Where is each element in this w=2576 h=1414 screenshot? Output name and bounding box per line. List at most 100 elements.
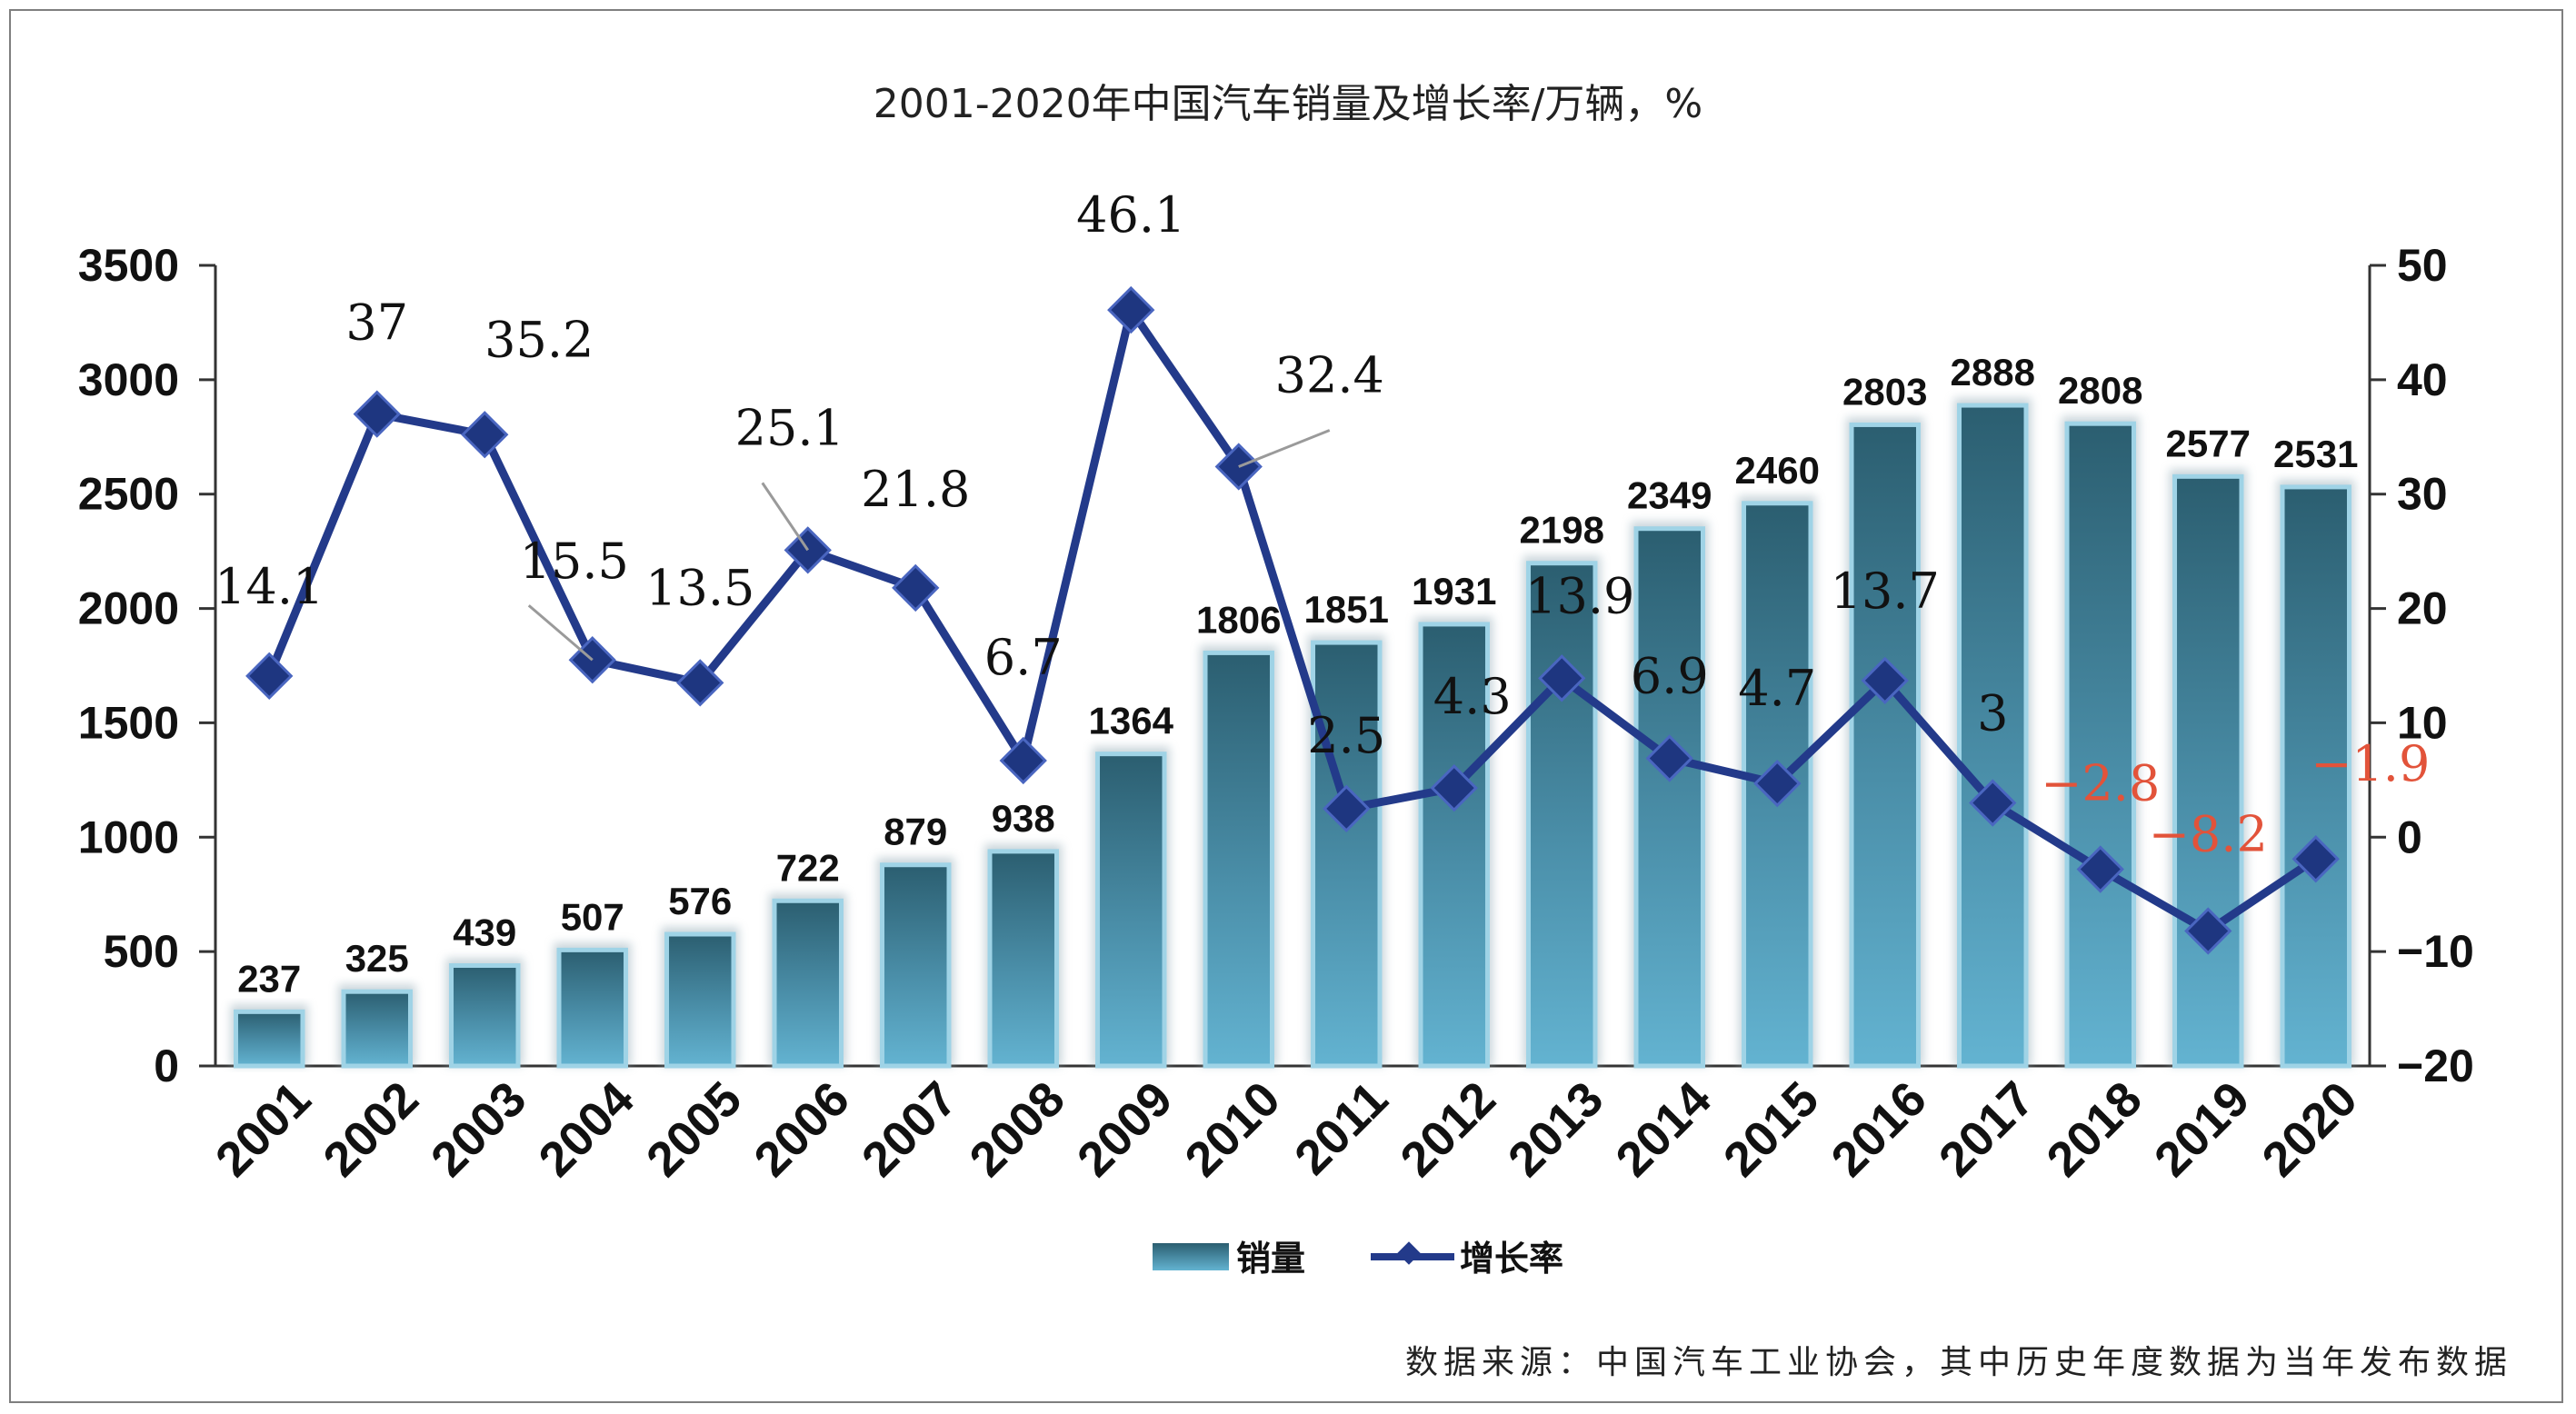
growth-value-label: 13.5 — [645, 559, 754, 616]
y-right-tick-label: 40 — [2397, 354, 2448, 405]
growth-point — [892, 563, 940, 612]
legend: 销量 增长率 — [1153, 1239, 1563, 1279]
x-tick-label: 2018 — [2036, 1071, 2152, 1187]
growth-value-label: 32.4 — [1275, 347, 1384, 404]
growth-value-label: −8.2 — [2149, 805, 2268, 862]
x-tick-label: 2015 — [1713, 1071, 1829, 1187]
x-tick-label: 2005 — [636, 1071, 752, 1187]
growth-value-label: 13.9 — [1525, 567, 1634, 624]
x-tick-label: 2017 — [1929, 1071, 2044, 1187]
y-right-tick-label: 10 — [2397, 697, 2448, 748]
y-left-tick-label: 3000 — [78, 354, 179, 405]
x-tick-label: 2003 — [421, 1071, 536, 1187]
bar — [1311, 640, 1383, 1069]
bar — [1418, 622, 1490, 1069]
bar — [664, 931, 736, 1069]
bar — [1849, 422, 1921, 1069]
x-tick-label: 2004 — [528, 1071, 644, 1187]
x-tick-label: 2007 — [852, 1071, 967, 1187]
x-tick-label: 2013 — [1498, 1071, 1613, 1187]
bar-value-label: 1364 — [1089, 700, 1174, 742]
bar — [449, 962, 521, 1069]
x-tick-label: 2008 — [959, 1071, 1074, 1187]
growth-value-label: 14.1 — [215, 558, 324, 615]
bar — [1633, 526, 1705, 1069]
bar-value-label: 507 — [561, 895, 624, 938]
growth-point — [1107, 285, 1155, 334]
growth-value-label: 4.3 — [1433, 668, 1512, 725]
y-left-tick-label: 1500 — [78, 697, 179, 748]
growth-value-label: 2.5 — [1307, 707, 1385, 764]
line-labels-group: 14.1 37 35.2 15.5 13.5 25.1 21.8 6.7 46.1 32.4 2.5… — [215, 186, 2430, 862]
y-left-tick-label: 1000 — [78, 812, 179, 862]
bar-value-label: 2577 — [2166, 422, 2251, 464]
bar — [1957, 403, 2029, 1069]
growth-value-label: −1.9 — [2311, 735, 2430, 792]
bar-value-label: 439 — [453, 911, 516, 953]
growth-point — [1753, 759, 1802, 808]
label-leader-line — [527, 604, 594, 662]
x-tick-label: 2006 — [744, 1071, 859, 1187]
y-right-tick-label: −10 — [2397, 926, 2474, 977]
line-group — [245, 285, 2340, 955]
growth-point — [999, 736, 1047, 785]
y-left-tick-label: 500 — [104, 926, 179, 977]
bar-value-label: 2803 — [1842, 370, 1927, 413]
bar-value-label: 879 — [884, 811, 947, 853]
growth-point — [245, 652, 294, 700]
bar — [880, 862, 952, 1069]
growth-value-label: 6.9 — [1631, 647, 1709, 704]
y-left-tick-label: 2500 — [78, 469, 179, 520]
bar-value-label: 2198 — [1520, 509, 1604, 552]
bars-group — [230, 398, 2355, 1069]
x-tick-label: 2012 — [1390, 1071, 1505, 1187]
source-note: 数据来源：中国汽车工业协会，其中历史年度数据为当年发布数据 — [1404, 1344, 2512, 1381]
bar-value-label: 1931 — [1412, 570, 1496, 612]
growth-value-label: 21.8 — [861, 461, 970, 518]
bar-value-label: 2349 — [1627, 474, 1712, 517]
growth-point — [1538, 654, 1586, 702]
growth-point — [2291, 835, 2340, 883]
x-tick-label: 2014 — [1605, 1071, 1721, 1187]
legend-label-line: 增长率 — [1460, 1239, 1563, 1279]
growth-point — [461, 411, 509, 459]
x-tick-label: 2019 — [2144, 1071, 2260, 1187]
y-left-tick-label: 3500 — [78, 240, 179, 291]
x-tick-label: 2016 — [1821, 1071, 1936, 1187]
bar — [234, 1009, 305, 1069]
bar-value-label: 2888 — [1951, 351, 2035, 393]
bar-value-label: 325 — [345, 937, 409, 980]
bar — [2280, 484, 2351, 1069]
y-right-tick-label: 0 — [2397, 812, 2422, 862]
growth-value-label: 3 — [1977, 685, 2008, 742]
chart-title: 2001-2020年中国汽车销量及增长率/万辆，% — [873, 81, 1703, 127]
x-tick-label: 2009 — [1067, 1071, 1183, 1187]
x-tick-label: 2020 — [2252, 1071, 2367, 1187]
growth-point — [353, 390, 401, 438]
bar-value-label: 237 — [237, 957, 301, 1000]
bar-value-label: 2460 — [1735, 449, 1820, 492]
growth-point — [2076, 845, 2124, 893]
growth-point — [1430, 764, 1478, 812]
growth-point — [1969, 779, 2017, 827]
x-tick-label: 2011 — [1284, 1071, 1398, 1185]
bar — [2172, 473, 2244, 1069]
bar-value-label: 2808 — [2058, 369, 2142, 412]
bar-value-label: 2531 — [2273, 433, 2358, 475]
legend-swatch-marker — [1397, 1241, 1421, 1265]
bar-labels-group: 237 325 439 507 576 722 879 938 1364 1806 1851 1931… — [237, 351, 2358, 1000]
growth-point — [1323, 784, 1371, 832]
bar — [1526, 561, 1598, 1069]
growth-value-label: 37 — [345, 294, 408, 352]
growth-value-label: 13.7 — [1831, 563, 1940, 620]
growth-value-label: −2.8 — [2041, 755, 2160, 812]
legend-label-bar: 销量 — [1236, 1239, 1305, 1279]
bar-value-label: 938 — [992, 797, 1055, 840]
bar-value-label: 1806 — [1196, 598, 1281, 641]
growth-value-label: 15.5 — [520, 533, 629, 590]
y-left-tick-label: 2000 — [78, 583, 179, 634]
bar — [987, 849, 1059, 1069]
bar-value-label: 576 — [668, 880, 732, 922]
y-right-tick-label: 50 — [2397, 240, 2448, 291]
